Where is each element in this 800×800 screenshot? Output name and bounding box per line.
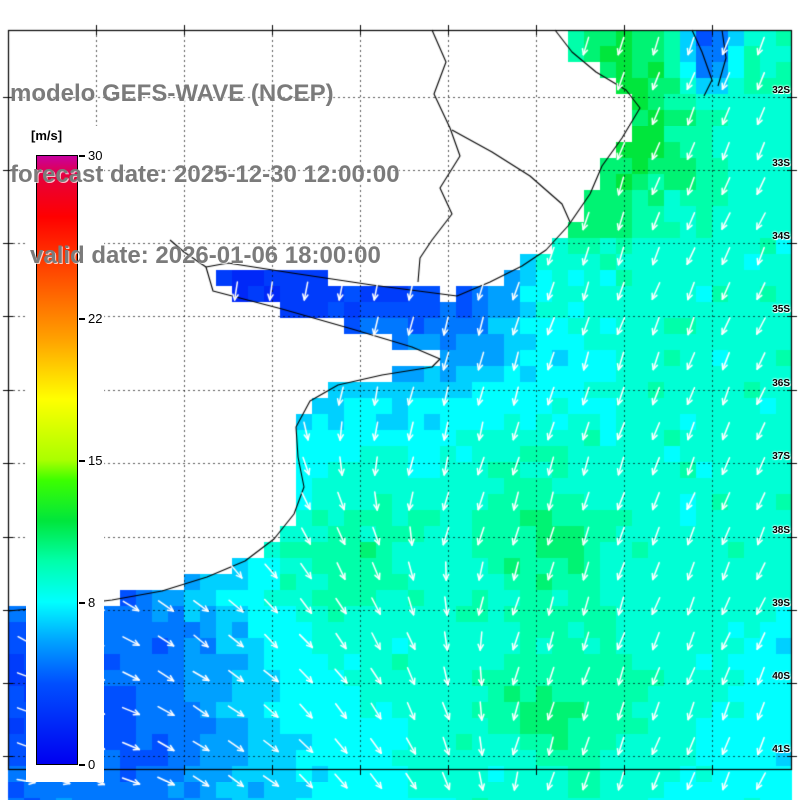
lat-label: 39S — [772, 598, 790, 609]
lat-label: 37S — [772, 451, 790, 462]
colorbar-tick — [79, 764, 85, 766]
colorbar-tick-label: 30 — [88, 148, 103, 163]
lat-label: 41S — [772, 744, 790, 755]
title-block: modelo GEFS-WAVE (NCEP) forecast date: 2… — [10, 26, 400, 323]
lat-label: 33S — [772, 158, 790, 169]
valid-date-line: valid date: 2026-01-06 18:00:00 — [10, 242, 381, 269]
colorbar-tick — [79, 460, 85, 462]
model-title: modelo GEFS-WAVE (NCEP) — [10, 80, 334, 107]
colorbar-tick-label: 8 — [88, 595, 96, 610]
lat-label: 35S — [772, 304, 790, 315]
lat-label: 32S — [772, 85, 790, 96]
colorbar-tick — [79, 155, 85, 157]
colorbar-tick-label: 15 — [88, 453, 103, 468]
colorbar-tick-label: 0 — [88, 757, 96, 772]
colorbar-tick-label: 22 — [88, 311, 103, 326]
colorbar-unit-label: [m/s] — [31, 128, 63, 143]
colorbar-tick — [79, 318, 85, 320]
lat-label: 36S — [772, 378, 790, 389]
forecast-date-line: forecast date: 2025-12-30 12:00:00 — [10, 161, 400, 188]
lat-label: 38S — [772, 525, 790, 536]
colorbar-tick — [79, 602, 85, 604]
colorbar-gradient — [36, 155, 78, 765]
colorbar: [m/s] 30 22 15 8 0 — [26, 126, 104, 782]
lat-label: 34S — [772, 231, 790, 242]
lat-label: 40S — [772, 671, 790, 682]
